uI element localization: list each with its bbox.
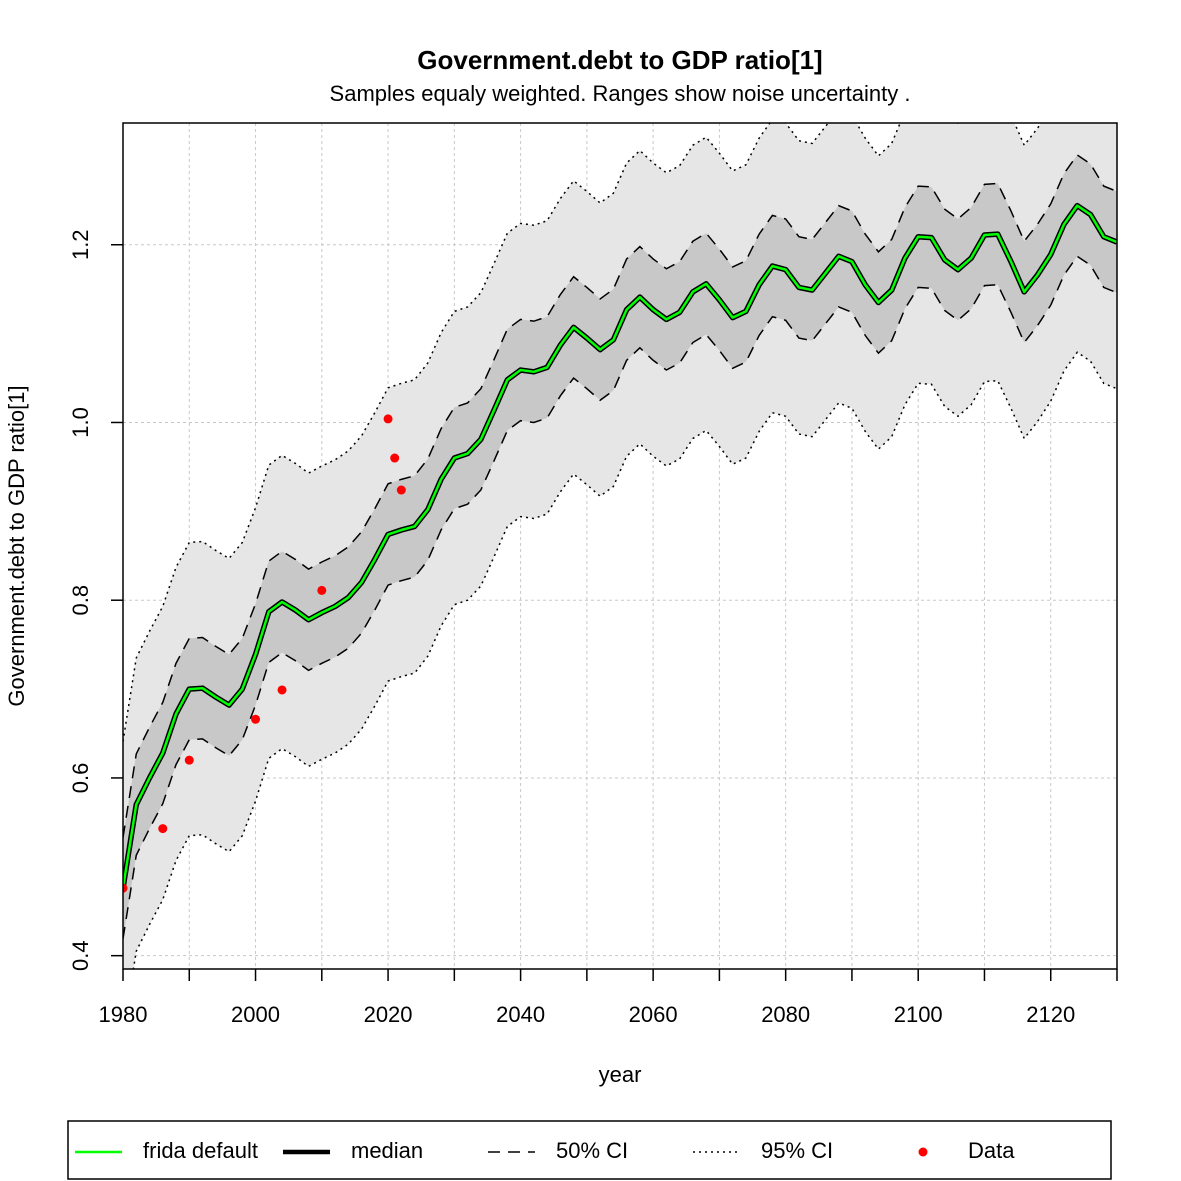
y-axis-label: Government.debt to GDP ratio[1] [4,385,29,706]
legend: frida default median 50% CI 95% CI Data [75,1138,1015,1163]
x-tick-label: 2100 [894,1002,943,1027]
data-point [277,685,287,695]
ci-line [123,153,1117,838]
y-tick-label: 0.8 [68,585,93,616]
legend-swatch [918,1147,928,1157]
x-tick-label: 2120 [1026,1002,1075,1027]
x-tick-label: 2040 [496,1002,545,1027]
series-line [123,204,1117,889]
data-point [383,414,393,424]
x-tick-label: 2000 [231,1002,280,1027]
data-point [390,453,400,463]
y-tick-label: 0.4 [68,940,93,971]
x-tick-label: 1980 [99,1002,148,1027]
x-tick-label: 2080 [761,1002,810,1027]
ci-line [123,255,1117,939]
x-tick-label: 2060 [629,1002,678,1027]
legend-label: 95% CI [761,1138,833,1163]
legend-label: 50% CI [556,1138,628,1163]
y-tick-label: 0.6 [68,763,93,794]
data-point [123,883,128,893]
data-point [251,714,261,724]
axes: 1980 2000 2020 2040 2060 2080 2100 2120 0.4 0.6 0.… [68,122,1118,1027]
plot-frame [122,122,1118,970]
plot-area [123,123,1117,969]
y-tick-label: 1.2 [68,229,93,260]
legend-box [67,1120,1112,1180]
legend-label: median [351,1138,423,1163]
legend-label: Data [968,1138,1015,1163]
data-point [396,485,406,495]
chart-title: Government.debt to GDP ratio[1] [417,45,822,75]
ci-band [123,154,1117,939]
data-point [184,755,194,765]
y-tick-label: 1.0 [68,407,93,438]
data-point [317,585,327,595]
x-axis-label: year [599,1062,642,1087]
ci-band [123,123,1117,969]
legend-label: frida default [143,1138,258,1163]
data-point [158,824,168,834]
x-tick-label: 2020 [364,1002,413,1027]
chart-subtitle: Samples equaly weighted. Ranges show noi… [330,81,911,106]
